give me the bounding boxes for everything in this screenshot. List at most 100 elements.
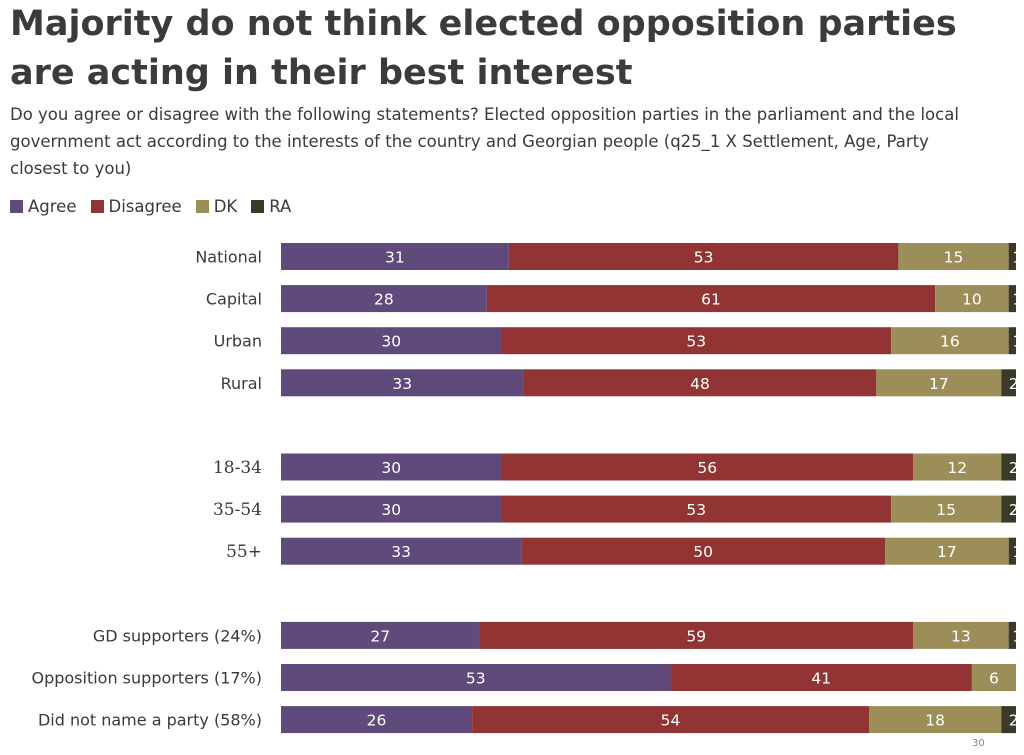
- legend-swatch-dk: [195, 199, 209, 213]
- data-label-disagree: 53: [686, 501, 706, 519]
- bar-segment-agree: [281, 369, 524, 397]
- data-label-agree: 28: [374, 291, 394, 309]
- category-label: Opposition supporters (17%): [31, 669, 262, 688]
- data-label-disagree: 50: [693, 543, 713, 561]
- data-label-ra: 1: [1012, 249, 1022, 267]
- data-label-ra: 2: [1009, 712, 1019, 730]
- bar-row-35-54: 35-54 30 53 15 2: [213, 495, 1019, 523]
- data-label-dk: 16: [940, 333, 960, 351]
- bar-row-urban: Urban 30 53 16 1: [214, 327, 1022, 355]
- bar-segment-ra: [1008, 327, 1016, 355]
- bar-row-did-not-name-a-party-58: Did not name a party (58%) 26 54 18 2: [38, 706, 1019, 734]
- bar-segment-disagree: [501, 453, 914, 481]
- data-label-ra: 1: [1012, 291, 1022, 309]
- bar-segment-agree: [281, 453, 502, 481]
- bar-segment-ra: [1008, 285, 1016, 313]
- data-label-agree: 53: [466, 670, 486, 688]
- legend-item-disagree: Disagree: [90, 196, 182, 216]
- data-label-ra: 1: [1012, 543, 1022, 561]
- bar-segment-dk: [971, 664, 1016, 691]
- data-label-agree: 30: [381, 333, 401, 351]
- legend-label-agree: Agree: [28, 196, 77, 216]
- category-label: Urban: [214, 332, 262, 351]
- bar-row-national: National 31 53 15 1: [195, 243, 1022, 270]
- data-label-ra: 2: [1009, 501, 1019, 519]
- data-label-dk: 13: [951, 627, 971, 645]
- category-label: 35-54: [213, 500, 262, 520]
- bar-row-rural: Rural 33 48 17 2: [221, 369, 1019, 397]
- legend-item-ra: RA: [251, 197, 291, 216]
- data-label-dk: 15: [944, 249, 964, 267]
- legend-label-dk: DK: [213, 196, 238, 216]
- data-label-dk: 15: [936, 501, 956, 519]
- legend-swatch-agree: [10, 199, 23, 213]
- bar-segment-agree: [281, 537, 522, 565]
- category-label: Rural: [221, 374, 262, 393]
- bar-segment-ra: [1008, 243, 1016, 270]
- bar-segment-disagree: [486, 285, 936, 313]
- category-label: Did not name a party (58%): [38, 711, 262, 730]
- bar-row-55: 55+ 33 50 17 1: [226, 537, 1022, 565]
- data-label-dk: 17: [937, 543, 957, 561]
- data-label-ra: 1: [1012, 627, 1022, 645]
- legend-label-disagree: Disagree: [108, 196, 182, 216]
- chart-title: Majority do not think elected opposition…: [10, 4, 957, 93]
- data-label-agree: 30: [381, 459, 401, 477]
- legend-item-dk: DK: [195, 196, 238, 216]
- data-label-ra: 2: [1009, 459, 1019, 477]
- bar-segment-dk: [891, 495, 1002, 523]
- bar-segment-disagree: [472, 706, 869, 734]
- data-label-disagree: 61: [701, 291, 721, 309]
- data-label-ra: 2: [1009, 375, 1019, 393]
- bar-segment-agree: [281, 621, 480, 649]
- data-label-disagree: 54: [661, 712, 681, 730]
- data-label-disagree: 41: [811, 670, 831, 688]
- bar-segment-dk: [898, 243, 1009, 270]
- bar-segment-disagree: [501, 495, 892, 523]
- bar-segment-disagree: [479, 621, 914, 649]
- bar-segment-ra: [1001, 495, 1016, 523]
- category-label: 55+: [226, 542, 262, 562]
- bar-segment-dk: [913, 453, 1002, 481]
- legend-swatch-ra: [251, 199, 265, 213]
- bar-row-gd-supporters-24: GD supporters (24%) 27 59 13 1: [93, 621, 1022, 649]
- data-label-disagree: 48: [690, 375, 710, 393]
- data-label-dk: 12: [947, 459, 967, 477]
- category-label: National: [195, 248, 262, 267]
- data-label-dk: 17: [929, 375, 949, 393]
- bar-segment-dk: [869, 706, 1002, 734]
- data-label-agree: 27: [370, 627, 390, 645]
- category-label: 18-34: [213, 458, 262, 478]
- bar-segment-agree: [281, 327, 502, 355]
- bar-row-capital: Capital 28 61 10 1: [206, 285, 1022, 313]
- bar-segment-ra: [1001, 369, 1016, 397]
- legend-item-agree: Agree: [10, 197, 77, 216]
- bar-segment-dk: [876, 369, 1002, 397]
- bar-segment-ra: [1001, 453, 1016, 481]
- bar-segment-disagree: [521, 537, 886, 565]
- data-label-disagree: 59: [686, 627, 706, 645]
- bar-segment-ra: [1008, 537, 1016, 565]
- category-label: Capital: [206, 290, 262, 309]
- bar-segment-agree: [281, 243, 509, 270]
- data-label-disagree: 53: [686, 333, 706, 351]
- bar-segment-agree: [281, 495, 502, 523]
- data-label-disagree: 53: [694, 249, 714, 267]
- bar-segment-dk: [891, 327, 1009, 355]
- bar-segment-agree: [281, 706, 473, 734]
- data-label-dk: 10: [962, 291, 982, 309]
- bar-segment-agree: [281, 285, 487, 313]
- data-label-agree: 30: [381, 501, 401, 519]
- bar-segment-agree: [281, 664, 671, 691]
- category-label: GD supporters (24%): [93, 626, 262, 645]
- chart-subtitle: Do you agree or disagree with the follow…: [10, 105, 959, 178]
- data-label-ra: 1: [1012, 333, 1022, 351]
- bar-segment-dk: [885, 537, 1009, 565]
- data-label-dk: 6: [989, 670, 999, 688]
- bar-segment-disagree: [501, 327, 892, 355]
- bar-segment-dk: [913, 621, 1009, 649]
- bar-row-opposition-supporters-17: Opposition supporters (17%) 53 41 6: [31, 664, 1016, 691]
- data-label-agree: 33: [392, 375, 412, 393]
- data-label-dk: 18: [925, 712, 945, 730]
